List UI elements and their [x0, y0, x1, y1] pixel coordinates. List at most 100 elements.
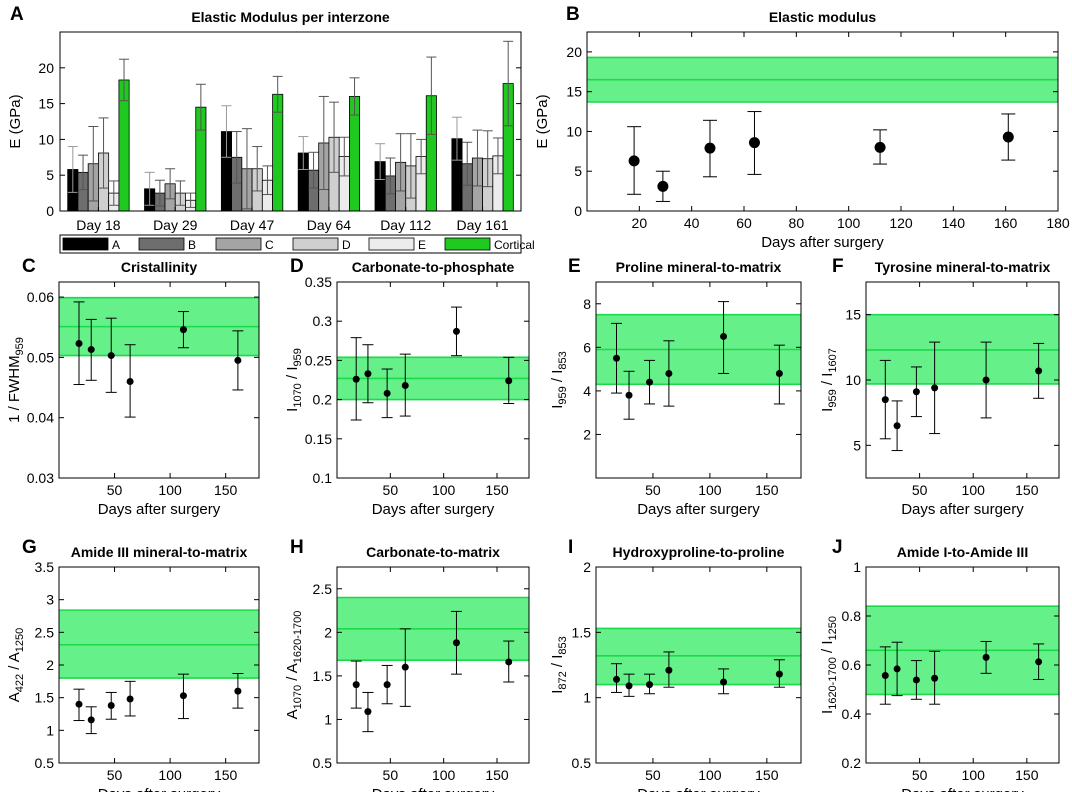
- y-axis-label: E (GPa): [7, 94, 24, 148]
- y-tick-label: 5: [46, 167, 54, 183]
- data-point: [931, 674, 939, 682]
- data-point: [665, 666, 673, 674]
- data-point: [364, 708, 372, 716]
- y-axis-label: I1070 / I959: [284, 348, 304, 412]
- y-tick-label: 2: [46, 657, 54, 673]
- y-axis-label-text: / A: [6, 652, 23, 674]
- panel-letter: C: [22, 256, 36, 277]
- x-axis-label: Days after surgery: [372, 786, 495, 792]
- panel-a: A Elastic Modulus per interzone Day 18 Day …: [7, 4, 535, 254]
- y-axis-label: I959 / I1607: [819, 348, 839, 412]
- data-point: [874, 141, 886, 153]
- category-label: Day 47: [230, 217, 275, 233]
- x-tick-label: 100: [837, 215, 861, 231]
- y-axis-label-text: I: [819, 408, 836, 412]
- y-axis-label-subscript: 1250: [827, 616, 839, 640]
- y-axis-label-text: 1 / FWHM: [6, 355, 23, 423]
- y-axis-label: A422 / A1250: [6, 628, 26, 703]
- data-point: [775, 670, 783, 678]
- y-axis-label: 1 / FWHM959: [6, 337, 26, 423]
- panel-letter: I: [568, 537, 573, 558]
- legend-label: E: [418, 238, 426, 252]
- data-point: [126, 378, 134, 386]
- y-axis-label: A1070 / A1620-1700: [284, 611, 304, 720]
- data-point: [646, 378, 654, 386]
- data-point: [1002, 131, 1014, 143]
- y-tick-label: 0.1: [313, 470, 333, 486]
- legend-label: B: [188, 238, 196, 252]
- y-axis-label-text: E (GPa): [534, 94, 551, 148]
- x-tick-label: 100: [158, 482, 182, 498]
- legend-label: Cortical: [494, 238, 535, 252]
- y-tick-label: 0.3: [313, 313, 333, 329]
- data-point: [893, 422, 901, 430]
- chart-title: Elastic Modulus per interzone: [191, 9, 390, 25]
- y-tick-label: 1: [46, 722, 54, 738]
- x-tick-label: 100: [962, 482, 986, 498]
- y-tick-label: 5: [853, 437, 861, 453]
- axes-box: [336, 566, 530, 764]
- panel-c: C Cristallinity 0.03 0.04 0.05 0.06 50 100 150 Da…: [6, 256, 260, 518]
- y-axis-label-text: I: [549, 405, 566, 409]
- x-axis-label: Days after surgery: [637, 501, 760, 518]
- legend-label: A: [112, 238, 120, 252]
- y-tick-label: 1.5: [572, 624, 592, 640]
- x-axis-label: Days after surgery: [372, 501, 495, 518]
- y-tick-label: 8: [583, 296, 591, 312]
- data-point: [234, 687, 242, 695]
- x-tick-label: 180: [1046, 215, 1070, 231]
- y-tick-label: 1: [583, 690, 591, 706]
- y-tick-label: 0.6: [842, 657, 862, 673]
- x-tick-label: 100: [962, 767, 986, 783]
- data-point: [234, 356, 242, 364]
- data-point: [720, 332, 728, 340]
- y-axis-label-subscript: 1070: [292, 383, 304, 407]
- chart-title: Hydroxyproline-to-proline: [613, 544, 785, 560]
- x-tick-label: 80: [789, 215, 805, 231]
- x-axis-label: Days after surgery: [761, 234, 884, 251]
- y-axis-label: I959 / I853: [549, 351, 569, 409]
- chart-title: Carbonate-to-matrix: [366, 544, 500, 560]
- data-point: [179, 692, 187, 700]
- data-point: [87, 346, 95, 354]
- y-tick-label: 1: [324, 711, 332, 727]
- data-point: [881, 396, 889, 404]
- y-tick-label: 0.03: [27, 470, 54, 486]
- y-tick-label: 0.5: [572, 755, 592, 771]
- legend-swatch: [138, 237, 185, 251]
- y-tick-label: 0.5: [35, 755, 55, 771]
- x-tick-label: 120: [889, 215, 913, 231]
- panel-e: E Proline mineral-to-matrix 2 4 6 8 50 100 150 Da…: [549, 256, 802, 518]
- chart-title: Cristallinity: [121, 259, 197, 275]
- data-point: [401, 663, 409, 671]
- data-point: [364, 370, 372, 378]
- x-axis-label: Days after surgery: [98, 501, 221, 518]
- axes-box: [595, 566, 802, 764]
- x-tick-label: 50: [383, 767, 399, 783]
- y-axis-label-text: / I: [819, 641, 836, 658]
- y-tick-label: 0: [46, 203, 54, 219]
- y-axis-label-text: I: [284, 408, 301, 412]
- data-point: [720, 678, 728, 686]
- legend-swatch: [368, 237, 415, 251]
- y-axis-label-text: / A: [284, 663, 301, 685]
- axes-box: [586, 31, 1059, 212]
- y-tick-label: 0.06: [27, 289, 54, 305]
- x-tick-label: 50: [645, 482, 661, 498]
- data-point: [625, 682, 633, 690]
- data-point: [452, 639, 460, 647]
- panel-f: F Tyrosine mineral-to-matrix 5 10 15 50 100 150…: [819, 256, 1060, 518]
- panel-i: I Hydroxyproline-to-proline 0.5 1 1.5 2 50 100 1…: [549, 537, 802, 792]
- chart-title: Elastic modulus: [769, 9, 877, 25]
- y-axis-label-text: / I: [549, 370, 566, 387]
- x-tick-label: 160: [994, 215, 1018, 231]
- y-tick-label: 15: [845, 307, 861, 323]
- y-tick-label: 3: [46, 592, 54, 608]
- y-tick-label: 0.15: [305, 431, 332, 447]
- data-point: [931, 384, 939, 392]
- axes-box: [336, 281, 530, 479]
- y-tick-label: 0.35: [305, 274, 332, 290]
- y-tick-label: 0.5: [313, 755, 333, 771]
